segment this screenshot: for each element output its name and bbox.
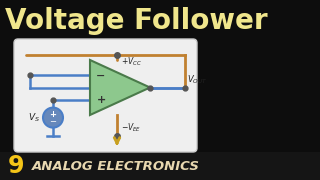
Text: Voltage Follower: Voltage Follower: [5, 7, 268, 35]
Text: $V_S$: $V_S$: [28, 111, 40, 124]
Text: 9: 9: [8, 154, 25, 178]
Text: −: −: [50, 117, 57, 126]
Text: +: +: [50, 110, 57, 119]
Text: $+V_{CC}$: $+V_{CC}$: [121, 56, 142, 69]
Text: −: −: [96, 70, 106, 80]
Bar: [0, 152, 320, 180]
Text: +: +: [96, 95, 106, 105]
Text: ANALOG ELECTRONICS: ANALOG ELECTRONICS: [32, 159, 200, 172]
FancyBboxPatch shape: [14, 39, 197, 152]
Text: $V_{OUT}$: $V_{OUT}$: [187, 74, 208, 87]
Text: $-V_{EE}$: $-V_{EE}$: [121, 122, 141, 134]
Polygon shape: [90, 60, 150, 115]
Circle shape: [43, 108, 63, 128]
